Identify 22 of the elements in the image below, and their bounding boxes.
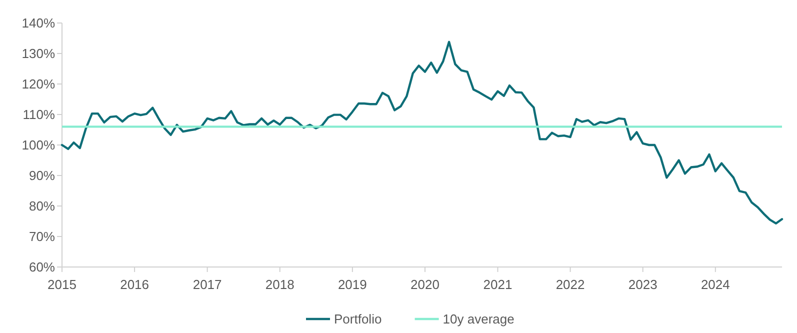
- x-tick-label: 2023: [628, 277, 658, 292]
- legend-label: Portfolio: [334, 312, 382, 327]
- y-tick-label: 90%: [28, 168, 56, 184]
- y-tick-label: 60%: [28, 260, 56, 275]
- x-tick-label: 2020: [410, 277, 440, 292]
- y-tick-label: 110%: [22, 107, 56, 122]
- x-tick-label: 2021: [483, 277, 512, 292]
- x-tick-label: 2015: [48, 277, 76, 292]
- y-tick-label: 120%: [22, 76, 56, 92]
- y-tick-label: 130%: [22, 46, 56, 62]
- x-tick-label: 2019: [338, 277, 367, 292]
- x-tick-label: 2017: [192, 277, 222, 292]
- x-tick-label: 2016: [120, 277, 150, 292]
- y-tick-label: 70%: [28, 229, 56, 244]
- x-tick-label: 2024: [700, 277, 730, 292]
- x-tick-label: 2022: [556, 277, 585, 292]
- y-tick-label: 140%: [22, 16, 56, 31]
- legend-label: 10y average: [442, 312, 514, 327]
- x-tick-label: 2018: [265, 277, 294, 292]
- y-tick-label: 80%: [28, 198, 56, 214]
- y-tick-label: 100%: [22, 138, 56, 153]
- line-series: [60, 40, 784, 224]
